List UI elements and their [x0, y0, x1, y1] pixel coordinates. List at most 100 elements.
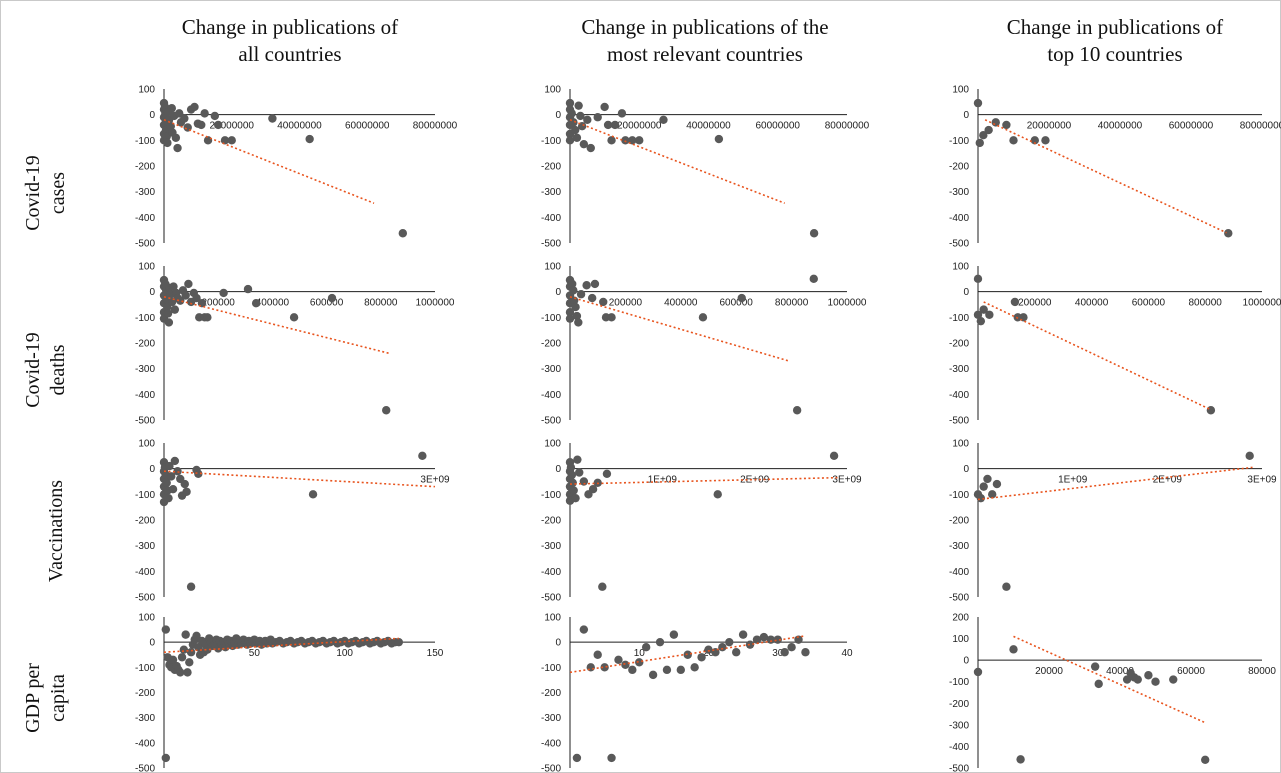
data-point — [745, 640, 755, 649]
data-point — [576, 290, 586, 299]
x-tick-label: 400000 — [1075, 298, 1109, 309]
y-tick-label: 0 — [963, 464, 969, 475]
data-point — [582, 281, 591, 290]
y-tick-label: -100 — [541, 136, 561, 147]
data-point — [394, 637, 404, 647]
data-point — [704, 645, 713, 654]
column-title-line: Change in publications of — [181, 15, 399, 39]
y-tick-label: -300 — [135, 187, 155, 198]
data-point — [567, 470, 577, 480]
data-point — [621, 136, 630, 145]
data-point — [690, 663, 699, 672]
x-tick-label: 80000 — [1248, 666, 1276, 677]
y-tick-label: -100 — [135, 663, 155, 674]
data-point — [829, 451, 839, 461]
data-point — [1030, 136, 1040, 145]
x-tick-label: 600000 — [1132, 298, 1166, 309]
x-tick-label: 20000000 — [210, 121, 255, 132]
data-point — [600, 663, 609, 672]
data-point — [177, 653, 187, 662]
x-tick-label: 40000000 — [1098, 121, 1143, 132]
data-point — [171, 133, 181, 142]
y-tick-label: -300 — [949, 187, 969, 198]
x-tick-label: 40000 — [1106, 666, 1134, 677]
data-point — [565, 308, 575, 317]
data-point — [628, 665, 637, 675]
panel-r1-c0: 100 0 -100 -200 -300 -400 -500 200000 400000 6000… — [135, 262, 455, 427]
data-point — [587, 293, 597, 303]
data-point — [602, 469, 612, 478]
trend-line — [163, 637, 399, 654]
data-point — [569, 286, 578, 295]
column-title-all-countries: Change in publications of all countries — [150, 14, 430, 68]
trend-line — [163, 119, 375, 204]
data-point — [641, 643, 651, 652]
data-point — [183, 668, 192, 677]
trend-line — [984, 119, 1227, 234]
y-tick-label: -500 — [949, 593, 969, 604]
data-point — [792, 406, 802, 415]
y-tick-label: 100 — [952, 85, 969, 96]
y-tick-label: -100 — [949, 313, 969, 324]
data-point — [607, 313, 616, 322]
x-tick-label: 3E+09 — [420, 475, 450, 486]
data-point — [1094, 679, 1103, 689]
x-tick-label: 1000000 — [416, 298, 455, 309]
panel-r1-c1: 100 0 -100 -200 -300 -400 -500 200000 400000 6000… — [541, 262, 867, 427]
x-tick-label: 30 — [772, 648, 784, 659]
x-tick-label: 1000000 — [828, 298, 867, 309]
data-point — [579, 477, 589, 486]
data-point — [268, 114, 277, 123]
y-tick-label: 100 — [952, 439, 969, 450]
data-point — [1144, 671, 1153, 680]
y-tick-label: 100 — [544, 85, 561, 96]
y-tick-label: -300 — [541, 713, 561, 724]
data-point — [718, 643, 727, 652]
y-tick-label: -400 — [135, 567, 155, 578]
data-point — [766, 635, 776, 644]
trend-line — [983, 301, 1212, 411]
x-tick-label: 100 — [336, 648, 353, 659]
data-point — [992, 479, 1002, 489]
data-point — [161, 753, 171, 763]
x-tick-label: 1E+09 — [1058, 475, 1088, 486]
column-title-line: all countries — [238, 42, 342, 66]
data-point — [192, 293, 201, 303]
data-point — [569, 486, 578, 495]
y-tick-label: -300 — [949, 541, 969, 552]
data-point — [669, 630, 679, 639]
y-tick-label: -200 — [541, 516, 561, 527]
data-point — [787, 643, 796, 652]
y-tick-label: -200 — [135, 516, 155, 527]
y-tick-label: -500 — [949, 239, 969, 250]
data-point — [327, 293, 337, 303]
y-tick-label: -500 — [135, 593, 155, 604]
data-point — [598, 582, 607, 591]
data-point — [197, 120, 206, 130]
data-point — [571, 493, 580, 503]
data-point — [568, 478, 577, 487]
data-point — [170, 456, 180, 466]
column-title-top-10: Change in publications of top 10 countri… — [970, 14, 1260, 68]
y-tick-label: 100 — [138, 262, 155, 273]
data-point — [1133, 675, 1142, 684]
y-tick-label: -100 — [541, 663, 561, 674]
y-tick-label: -200 — [541, 339, 561, 350]
data-point — [662, 665, 672, 675]
panel-r0-c0: 100 0 -100 -200 -300 -400 -500 20000000 40000000… — [135, 85, 458, 250]
data-point — [683, 650, 692, 659]
data-point — [200, 109, 209, 118]
y-tick-label: -500 — [541, 764, 561, 773]
data-point — [773, 635, 782, 644]
data-point — [1041, 136, 1050, 145]
y-tick-label: 100 — [544, 613, 561, 624]
data-point — [1206, 406, 1216, 415]
x-tick-label: 3E+09 — [1247, 475, 1277, 486]
data-point — [607, 753, 616, 763]
data-point — [659, 115, 668, 125]
y-tick-label: 100 — [952, 262, 969, 273]
y-tick-label: -400 — [949, 390, 969, 401]
data-point — [176, 296, 185, 305]
data-point — [794, 635, 803, 644]
